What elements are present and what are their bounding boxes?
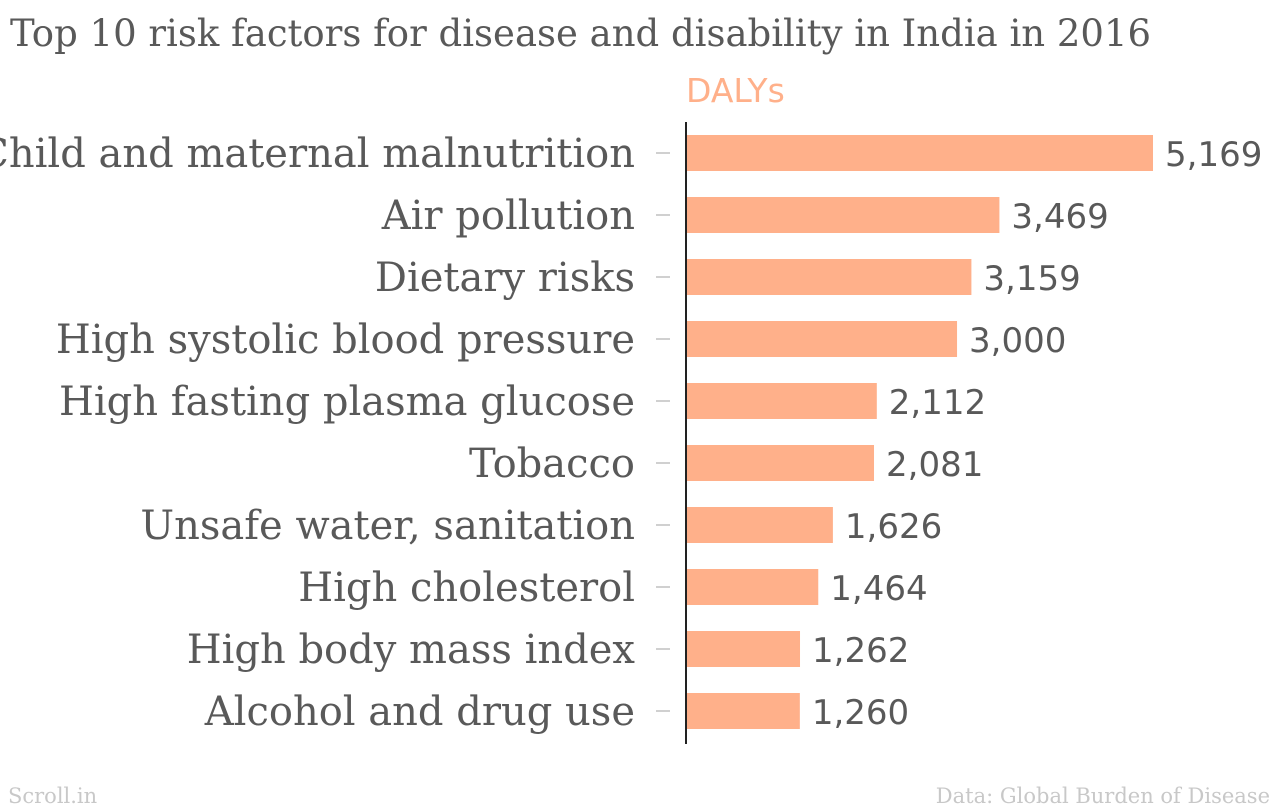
- category-label: High systolic blood pressure: [56, 317, 635, 363]
- bars-group: Child and maternal malnutrition 5,169 Air …: [0, 131, 1262, 735]
- category-label: Dietary risks: [375, 255, 635, 301]
- value-label: 3,469: [1011, 197, 1108, 237]
- value-label: 1,626: [845, 507, 942, 547]
- category-label: High fasting plasma glucose: [59, 379, 635, 425]
- bar: [686, 569, 819, 605]
- category-label: High body mass index: [187, 627, 636, 673]
- category-label: Child and maternal malnutrition: [0, 131, 635, 177]
- value-label: 1,464: [830, 569, 927, 609]
- chart-title: Top 10 risk factors for disease and disa…: [10, 12, 1151, 55]
- footer-source-left: Scroll.in: [8, 784, 97, 808]
- bar: [686, 197, 1000, 233]
- bar: [686, 321, 958, 357]
- category-label: High cholesterol: [298, 565, 635, 611]
- bar: [686, 135, 1153, 171]
- category-label: Tobacco: [469, 441, 635, 487]
- value-label: 1,262: [812, 631, 909, 671]
- category-label: Air pollution: [381, 193, 635, 239]
- category-label: Alcohol and drug use: [204, 689, 635, 735]
- value-label: 2,081: [886, 445, 983, 485]
- bar: [686, 445, 875, 481]
- value-label: 3,159: [983, 259, 1080, 299]
- bar: [686, 383, 877, 419]
- bar: [686, 631, 801, 667]
- value-label: 1,260: [812, 693, 909, 733]
- bar: [686, 693, 800, 729]
- bar: [686, 507, 833, 543]
- bar: [686, 259, 972, 295]
- footer-source-right: Data: Global Burden of Disease: [936, 784, 1270, 808]
- value-label: 3,000: [969, 321, 1066, 361]
- category-label: Unsafe water, sanitation: [140, 503, 635, 549]
- value-label: 5,169: [1165, 135, 1262, 175]
- series-label: DALYs: [686, 71, 785, 110]
- value-label: 2,112: [889, 383, 986, 423]
